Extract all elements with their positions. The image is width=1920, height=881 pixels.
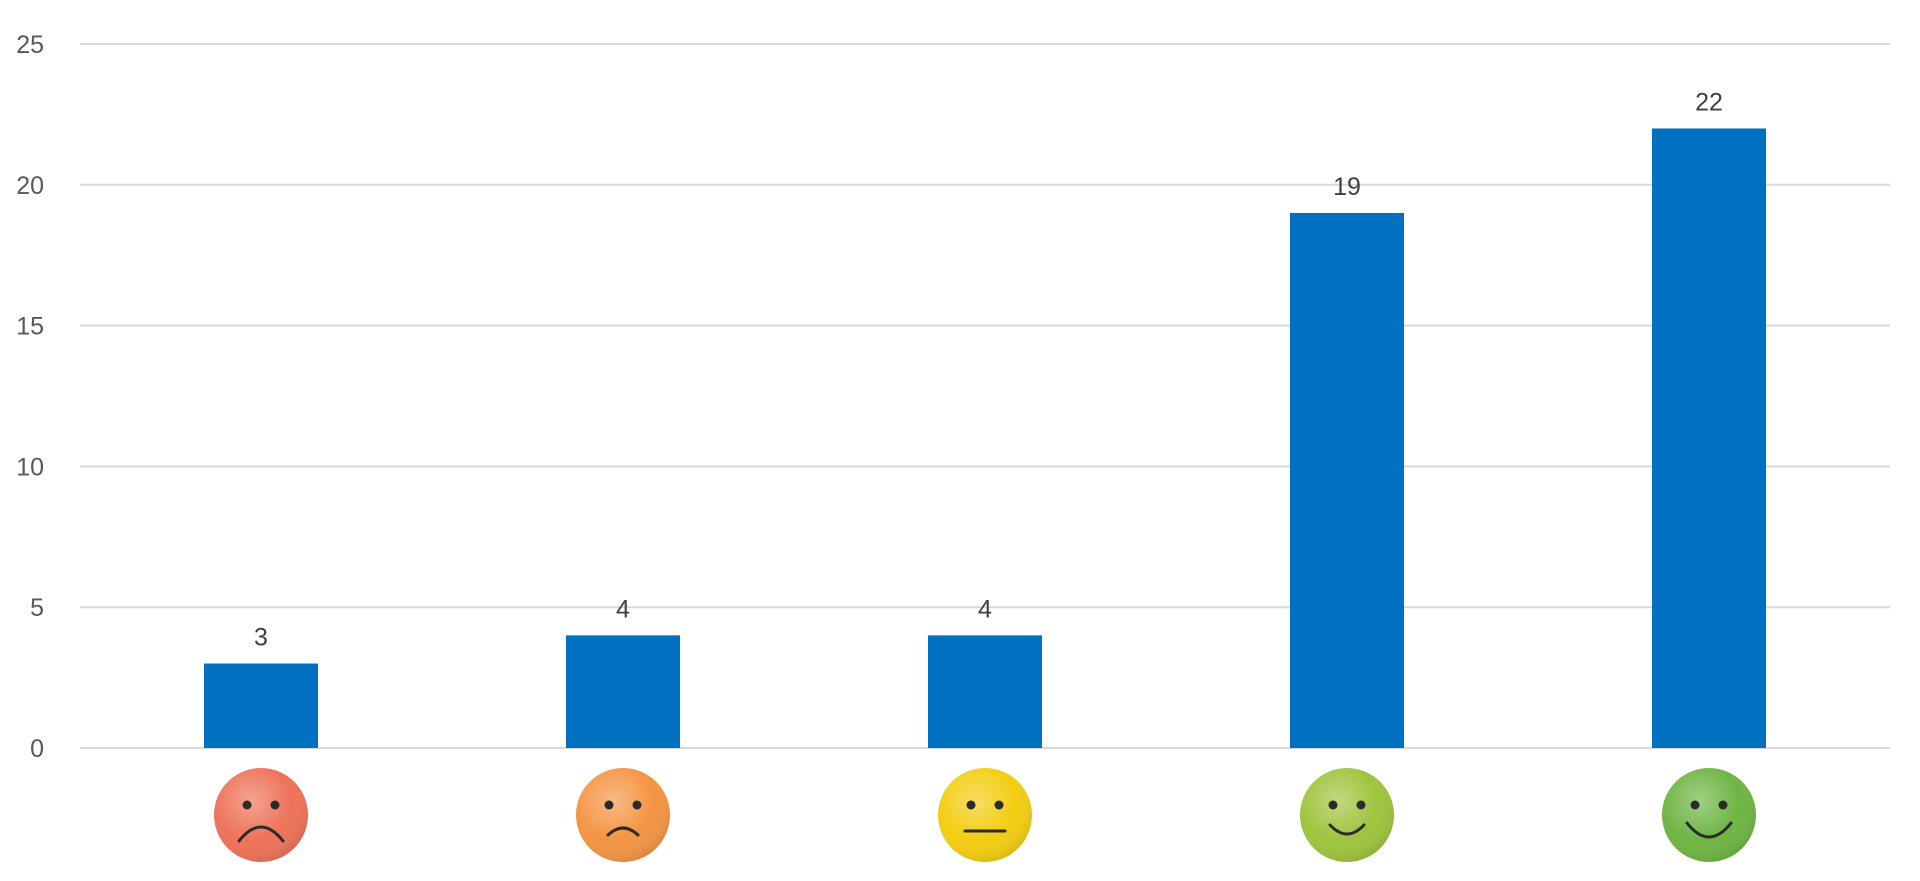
- bar-satisfied: [1290, 212, 1404, 748]
- bar-very-unsatisfied: [204, 663, 318, 748]
- big-smile-face-icon: [1662, 768, 1756, 862]
- data-label: 4: [978, 595, 992, 623]
- data-label: 4: [616, 595, 630, 623]
- bars: [204, 128, 1766, 749]
- x-axis-category-icons: [214, 768, 1756, 862]
- smile-face-icon: [1300, 768, 1394, 862]
- bar-unsatisfied: [566, 635, 680, 748]
- data-label: 22: [1695, 88, 1723, 116]
- y-tick-label: 10: [16, 453, 44, 481]
- bar-very-satisfied: [1652, 128, 1766, 749]
- y-tick-label: 25: [16, 31, 44, 59]
- very-sad-face-icon: [214, 768, 308, 862]
- sad-face-icon: [576, 768, 670, 862]
- data-label: 3: [254, 624, 268, 652]
- y-axis-tick-labels: 0 5 10 15 20 25: [16, 31, 44, 763]
- y-tick-label: 5: [30, 594, 44, 622]
- data-labels: 3 4 4 19 22: [254, 88, 1723, 651]
- data-label: 19: [1333, 173, 1361, 201]
- neutral-face-icon: [938, 768, 1032, 862]
- gridlines: [80, 43, 1890, 749]
- y-tick-label: 15: [16, 313, 44, 341]
- y-tick-label: 0: [30, 735, 44, 763]
- bar-neutral: [928, 635, 1042, 748]
- y-tick-label: 20: [16, 172, 44, 200]
